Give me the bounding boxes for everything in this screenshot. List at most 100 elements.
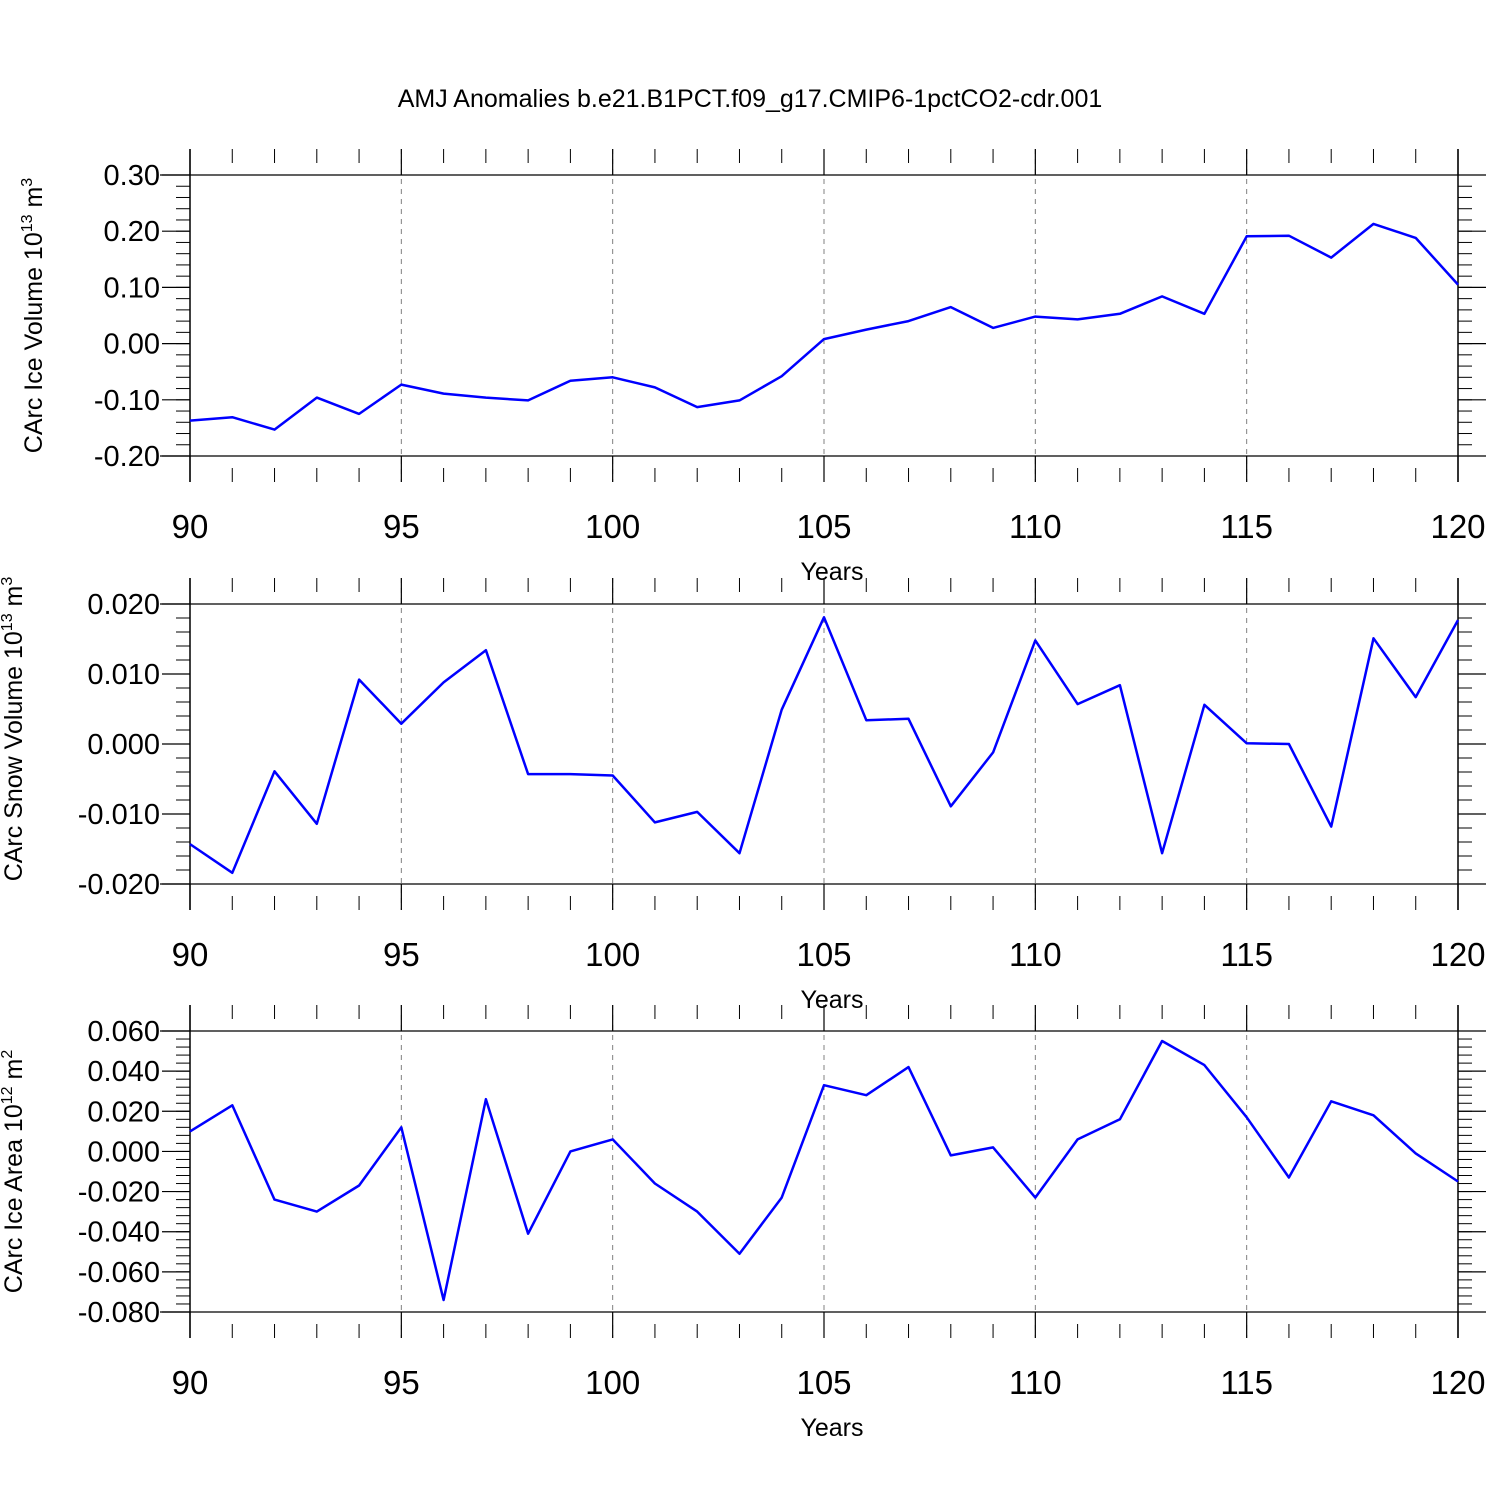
y-tick-label: -0.020 [78,869,160,901]
data-point [780,1196,784,1200]
data-point [949,804,953,808]
y-axis-label-unit-exponent: 2 [0,1050,16,1059]
x-tick-label: 110 [1009,1364,1062,1401]
x-tick-label: 110 [1009,508,1062,545]
y-tick-label: 0.060 [87,1016,160,1048]
data-point [907,319,911,323]
data-point [1329,1099,1333,1103]
series-line [189,222,1459,431]
y-axis-label-unit: m [0,586,28,614]
x-tick-label: 120 [1430,1364,1485,1401]
data-point [1456,283,1460,287]
y-axis-label-unit-exponent: 3 [0,577,16,586]
data-point [442,1298,446,1302]
x-tick-label: 95 [383,936,420,973]
y-tick-label: 0.20 [104,216,160,248]
data-point [484,648,488,652]
data-point [1118,1117,1122,1121]
x-tick-label: 105 [796,508,851,545]
y-tick-label: -0.10 [94,385,160,417]
data-point [526,398,530,402]
data-point [315,396,319,400]
chart-title: AMJ Anomalies b.e21.B1PCT.f09_g17.CMIP6-… [397,85,1103,113]
chart-panel-3: -0.080 -0.060 -0.040 -0.020 0.000 0.020 0.040 0… [0,1005,1486,1442]
data-point [653,820,657,824]
x-tick-label: 90 [172,1364,209,1401]
y-tick-label: 0.020 [87,1096,160,1128]
data-point [357,1184,361,1188]
x-tick-label: 100 [585,1364,640,1401]
data-point [991,326,995,330]
data-point [1245,234,1249,238]
data-point [273,428,277,432]
data-point [780,374,784,378]
data-point [357,412,361,416]
data-point [399,1125,403,1129]
data-point [653,385,657,389]
series-line [189,1039,1459,1302]
y-tick-label: 0.040 [87,1056,160,1088]
data-point [695,810,699,814]
data-point [315,822,319,826]
data-point [1287,1176,1291,1180]
data-point [1456,1180,1460,1184]
data-point [1456,618,1460,622]
x-tick-label: 120 [1430,508,1485,545]
data-point [907,1065,911,1069]
data-point [1329,825,1333,829]
series-line [189,616,1460,875]
y-axis-label-exponent: 13 [19,214,36,232]
data-point [1371,1113,1375,1117]
data-point [695,1210,699,1214]
y-tick-label: -0.20 [94,441,160,473]
data-point [357,678,361,682]
data-point [737,1252,741,1256]
data-point [1329,256,1333,260]
x-tick-label: 90 [172,936,209,973]
y-axis-label-unit: m [20,187,48,215]
data-point [399,722,403,726]
y-axis-label: CArc Ice Area 1012 m2 [0,1050,28,1294]
data-point [1033,315,1037,319]
data-point [526,772,530,776]
data-point [1414,236,1418,240]
data-point [1202,703,1206,707]
y-tick-label: 0.00 [104,329,160,361]
x-tick-label: 105 [796,936,851,973]
data-point [864,328,868,332]
data-point [399,383,403,387]
y-tick-label: 0.020 [87,589,160,621]
data-point [991,1145,995,1149]
y-tick-label: -0.010 [78,799,160,831]
data-point [1076,317,1080,321]
y-axis-label-text: CArc Ice Volume 10 [20,232,48,453]
data-point [611,774,615,778]
data-point [907,717,911,721]
chart-panel-2: -0.020 -0.010 0.000 0.010 0.020 90 95 100 105 110… [0,577,1486,1014]
data-point [991,750,995,754]
data-point [1076,1137,1080,1141]
data-point [568,772,572,776]
y-axis-label-exponent: 12 [0,1086,16,1104]
x-tick-label: 120 [1430,936,1485,973]
x-tick-label: 90 [172,508,209,545]
y-axis-label-unit: m [0,1059,28,1087]
data-point [611,1137,615,1141]
data-point [1245,741,1249,745]
x-axis-label: Years [800,986,863,1014]
data-point [737,398,741,402]
x-tick-label: 100 [585,508,640,545]
data-point [315,1210,319,1214]
y-axis-label-exponent: 13 [0,613,16,631]
y-tick-label: -0.080 [78,1297,160,1329]
y-tick-label: 0.000 [87,1136,160,1168]
data-point [526,1232,530,1236]
x-tick-label: 105 [796,1364,851,1401]
data-point [188,419,192,423]
data-point [1076,702,1080,706]
data-point [442,392,446,396]
data-point [230,871,234,875]
y-axis-label-text: CArc Ice Area 10 [0,1104,28,1293]
data-point [273,1198,277,1202]
